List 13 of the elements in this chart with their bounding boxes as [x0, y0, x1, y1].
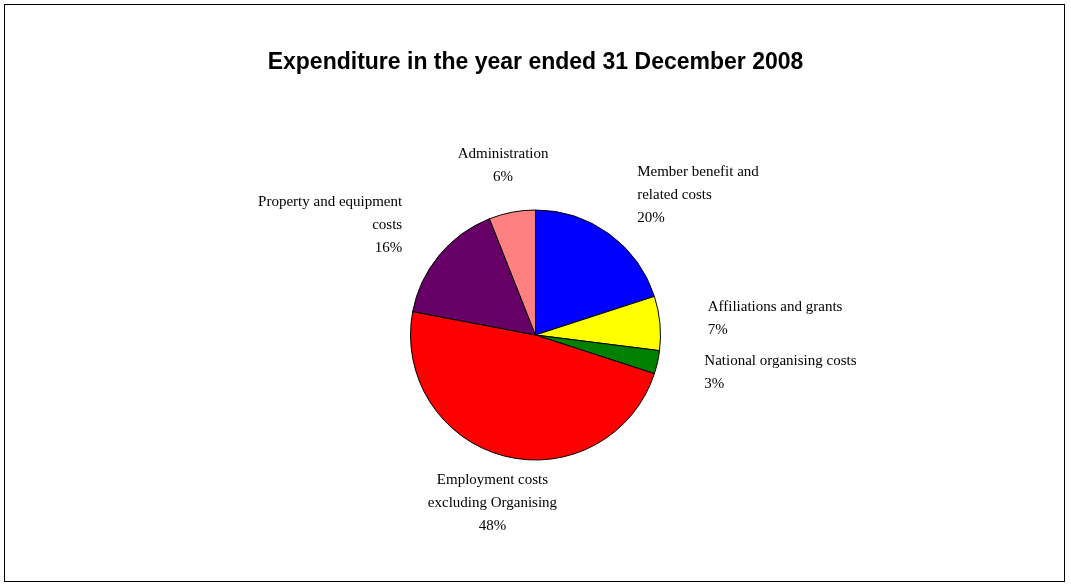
- slice-label: Member benefit and related costs: [637, 162, 760, 202]
- slice-label: Administration: [457, 144, 549, 161]
- slice-label: Property and equipment costs: [258, 192, 404, 232]
- slice-label: Employment costs excluding Organising: [427, 470, 558, 510]
- data-label: 48%: [478, 516, 507, 533]
- data-label: 6%: [493, 167, 514, 184]
- data-label: 16%: [374, 238, 403, 255]
- chart-title: Expenditure in the year ended 31 December 2008: [266, 48, 805, 75]
- data-label: 3%: [704, 375, 725, 392]
- data-label: 7%: [707, 321, 728, 338]
- data-label: 20%: [637, 208, 665, 225]
- slice-label: National organising costs: [704, 352, 857, 369]
- slice-label: Affiliations and grants: [707, 298, 843, 315]
